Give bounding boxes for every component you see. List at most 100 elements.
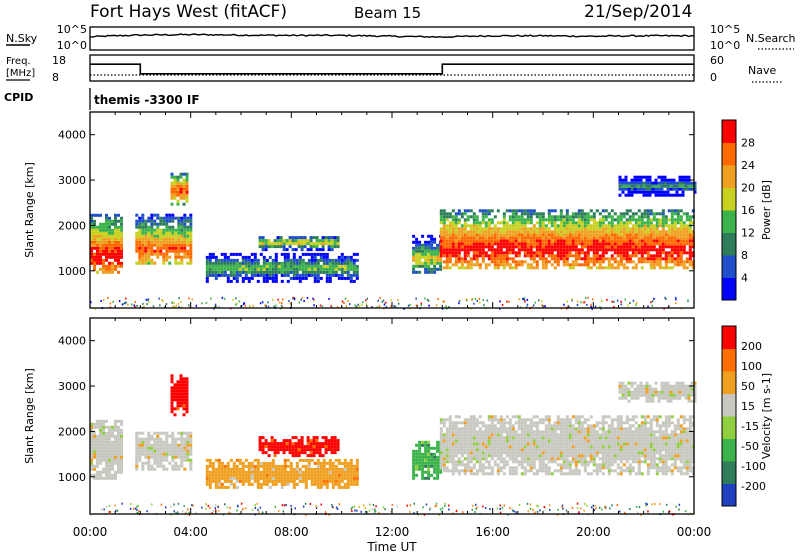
velocity-cell	[436, 461, 440, 465]
velocity-cell	[220, 470, 224, 474]
power-cell	[520, 224, 524, 228]
power-cell	[439, 258, 443, 262]
power-cell	[469, 215, 473, 219]
power-cell	[508, 227, 512, 231]
power-cell	[499, 230, 503, 234]
power-cell	[349, 279, 353, 283]
power-cell	[475, 245, 479, 249]
power-cell	[475, 230, 479, 234]
power-cell	[496, 257, 500, 261]
power-cell	[583, 227, 587, 231]
power-speckle	[474, 297, 477, 300]
power-cell	[298, 273, 302, 277]
power-cell	[529, 227, 533, 231]
velocity-cell	[526, 463, 530, 467]
velocity-cell	[111, 473, 114, 477]
power-cell	[451, 209, 455, 213]
power-cell	[658, 239, 662, 243]
velocity-cell	[487, 424, 491, 428]
power-cell	[613, 227, 617, 231]
velocity-cell	[556, 457, 560, 461]
power-cell	[238, 264, 242, 268]
power-cell	[189, 228, 193, 232]
velocity-cell	[93, 422, 96, 426]
power-speckle	[571, 298, 573, 301]
power-cell	[457, 212, 461, 216]
power-cell	[322, 255, 326, 259]
power-cell	[223, 264, 227, 268]
velocity-cell	[270, 445, 274, 449]
power-cell	[645, 187, 649, 191]
velocity-cell	[481, 448, 485, 452]
velocity-cell	[439, 439, 443, 443]
velocity-cell	[568, 442, 572, 446]
power-cell	[517, 221, 521, 225]
power-cell	[313, 273, 317, 277]
velocity-cell	[424, 440, 428, 444]
power-cell	[250, 276, 254, 280]
velocity-cell	[226, 476, 230, 480]
velocity-cell	[553, 427, 557, 431]
velocity-cell	[108, 458, 111, 462]
power-cell	[532, 254, 536, 258]
power-cell	[660, 193, 664, 197]
power-cell	[607, 242, 611, 246]
power-cell	[138, 231, 142, 235]
power-cell	[622, 263, 626, 267]
power-cell	[114, 228, 117, 232]
power-cell	[499, 221, 503, 225]
velocity-cell	[460, 433, 464, 437]
power-cell	[502, 230, 506, 234]
velocity-cell	[183, 437, 187, 441]
power-cell	[165, 255, 169, 259]
power-cell	[454, 227, 458, 231]
velocity-cell	[541, 418, 545, 422]
power-cell	[205, 270, 209, 274]
velocity-cell	[349, 470, 353, 474]
velocity-cell	[439, 470, 443, 474]
power-cell	[520, 233, 524, 237]
velocity-cell	[318, 442, 322, 446]
velocity-cell	[352, 479, 356, 483]
velocity-cell	[559, 430, 563, 434]
power-cell	[673, 233, 677, 237]
power-cell	[559, 224, 563, 228]
power-cell	[144, 249, 148, 253]
power-cell	[541, 239, 545, 243]
power-cell	[170, 187, 174, 191]
nsearch-tick-top: 10^5	[710, 23, 740, 36]
velocity-cell	[481, 424, 485, 428]
power-cell	[478, 209, 482, 213]
power-cell	[114, 219, 117, 223]
power-cell	[619, 260, 623, 264]
velocity-cell	[334, 470, 338, 474]
velocity-cell	[433, 464, 437, 468]
power-speckle	[544, 305, 546, 308]
power-cell	[220, 273, 224, 277]
power-cell	[159, 237, 163, 241]
velocity-cell	[310, 458, 314, 462]
velocity-cell	[295, 464, 299, 468]
power-speckle	[134, 301, 136, 303]
power-cell	[349, 273, 353, 277]
power-cell	[484, 245, 488, 249]
velocity-cell	[565, 442, 569, 446]
velocity-cell	[316, 482, 320, 486]
power-cell	[663, 181, 667, 185]
power-cell	[162, 231, 166, 235]
velocity-cell	[583, 451, 587, 455]
velocity-cell	[108, 440, 111, 444]
power-cell	[625, 221, 629, 225]
power-speckle	[349, 303, 351, 306]
velocity-cell	[439, 418, 443, 422]
velocity-cell	[511, 457, 515, 461]
velocity-cell	[589, 430, 593, 434]
power-cell	[226, 279, 230, 283]
velocity-cell	[487, 448, 491, 452]
power-cell	[493, 257, 497, 261]
power-cell	[90, 216, 93, 220]
velocity-cell	[265, 464, 269, 468]
power-cell	[114, 222, 117, 226]
power-cell	[331, 264, 335, 268]
